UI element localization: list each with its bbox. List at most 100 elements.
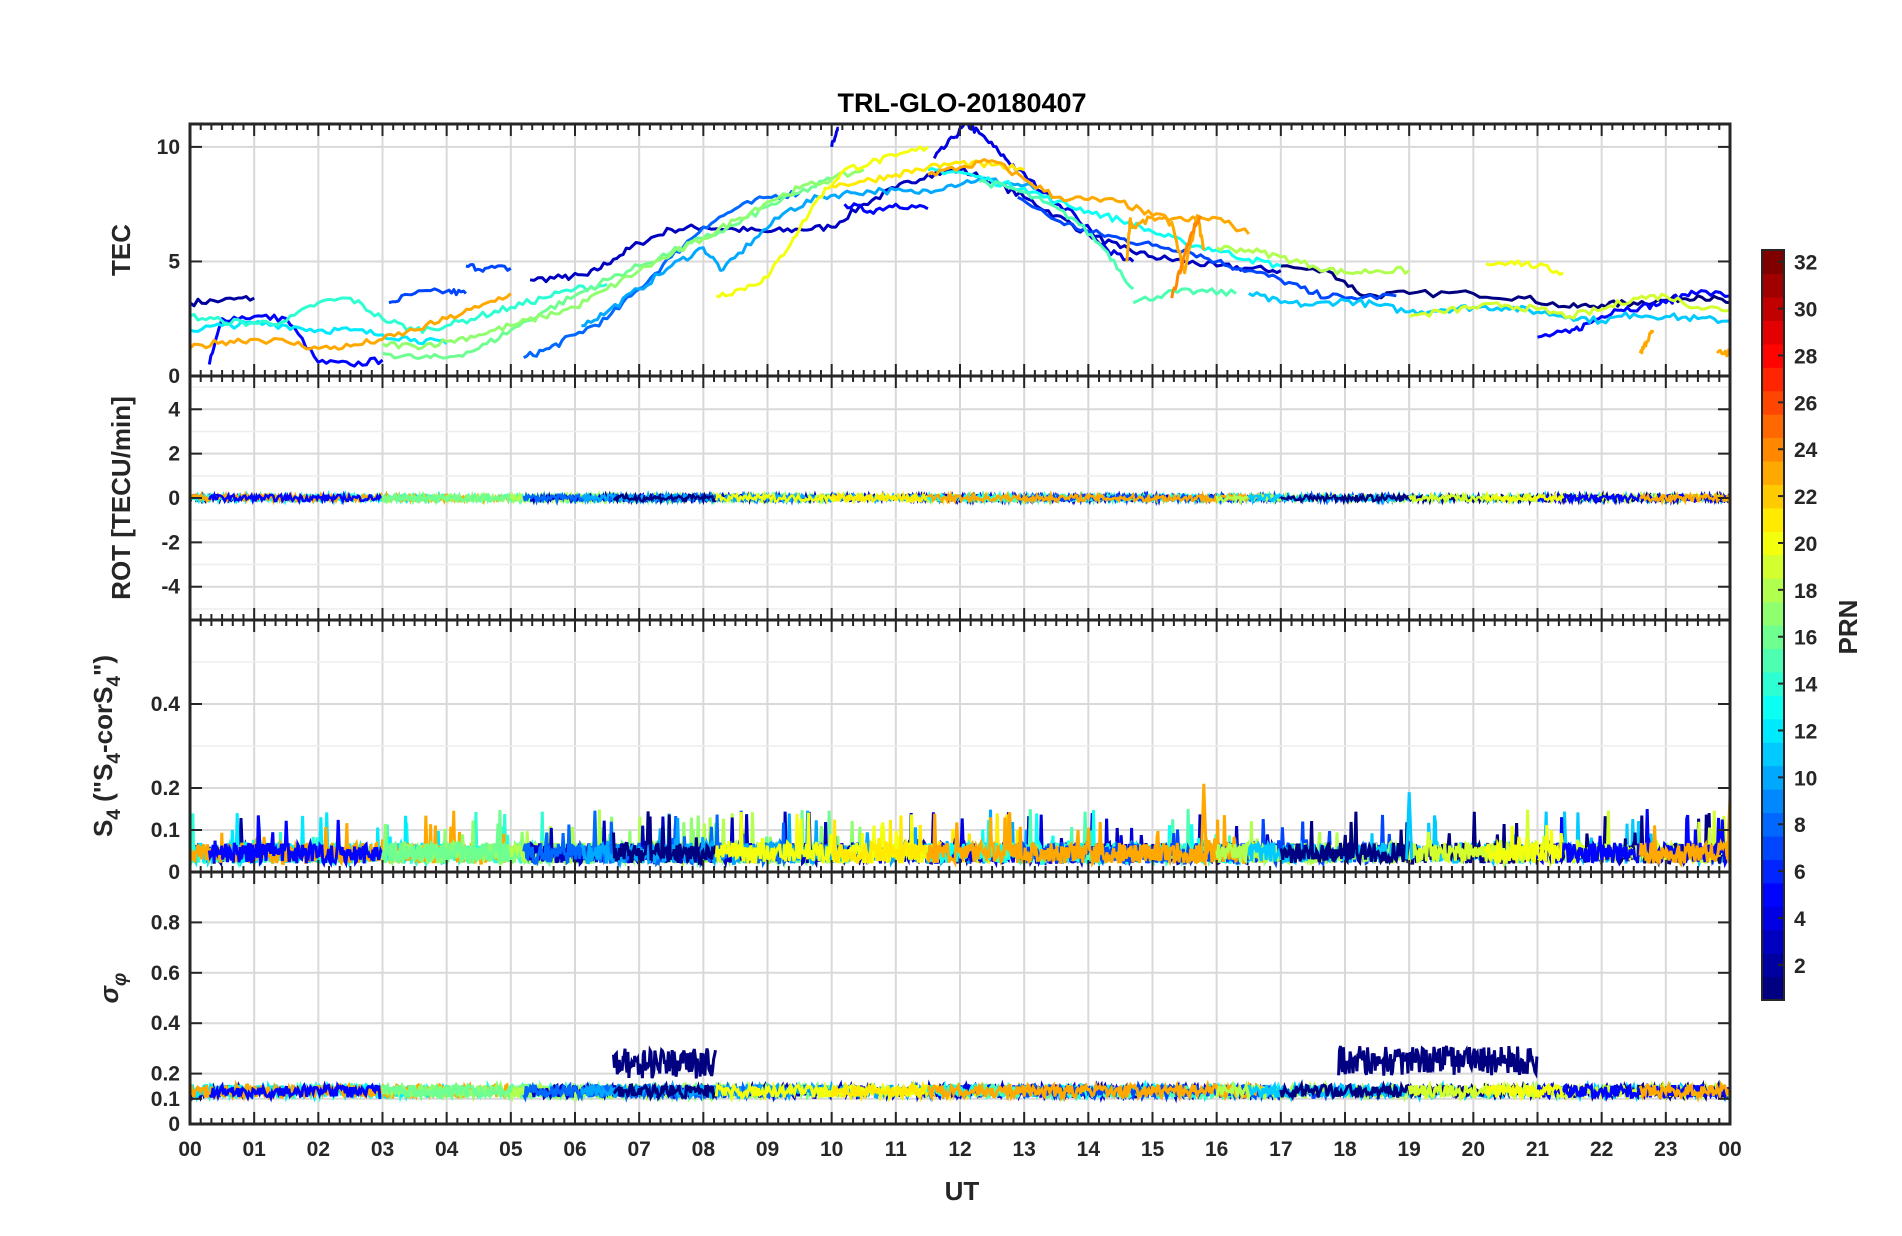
- colorbar-swatch: [1762, 531, 1784, 556]
- colorbar-tick-label: 16: [1794, 627, 1817, 650]
- colorbar-tick-label: 12: [1794, 720, 1817, 743]
- panel-tec: 0 5 10 TEC: [106, 122, 1732, 388]
- series-group: [190, 124, 1730, 368]
- colorbar-swatch: [1762, 765, 1784, 790]
- tec-series-prn-17: [381, 168, 865, 351]
- colorbar-swatch: [1762, 414, 1784, 439]
- tec-series-prn-5: [1537, 289, 1730, 339]
- colorbar-swatch: [1762, 484, 1784, 509]
- series-group: [190, 489, 1730, 507]
- x-tick-label: 19: [1397, 1138, 1420, 1161]
- chart-title: TRL-GLO-20180407: [837, 88, 1086, 118]
- y-tick-label: 0: [168, 1113, 180, 1136]
- rot-series-prn-23: [927, 489, 1270, 506]
- colorbar-tick-label: 32: [1794, 252, 1817, 275]
- tec-series-prn-16: [382, 176, 833, 360]
- x-tick-label: 12: [948, 1138, 971, 1161]
- y-tick-label: -2: [161, 531, 180, 554]
- rot-series-prn-23: [1639, 491, 1730, 506]
- x-axis-label: UT: [945, 1176, 980, 1206]
- y-axis-label-s4: S4 ("S4-corS4"): [88, 655, 125, 837]
- x-tick-label: 17: [1269, 1138, 1292, 1161]
- colorbar-swatch: [1762, 882, 1784, 907]
- x-tick-label: 05: [499, 1138, 523, 1161]
- colorbar-swatch: [1762, 296, 1784, 321]
- sigma-series-prn-5: [1536, 1082, 1730, 1102]
- sigma-series-prn-20: [1484, 1080, 1565, 1102]
- y-tick-label: 0.4: [151, 693, 181, 716]
- y-tick-label: 0.2: [151, 777, 180, 800]
- x-tick-label: 04: [435, 1138, 459, 1161]
- x-tick-label: 10: [820, 1138, 843, 1161]
- colorbar-swatch: [1762, 789, 1784, 814]
- colorbar-swatch: [1762, 835, 1784, 860]
- y-axis-label-sigma: σφ: [94, 973, 131, 1004]
- sigma-series-prn-1: [612, 1080, 718, 1102]
- colorbar-frame: [1761, 249, 1785, 1001]
- tec-series-prn-20: [1485, 259, 1564, 276]
- sigma-series-prn-23: [927, 1079, 1270, 1103]
- x-tick-label: 18: [1333, 1138, 1357, 1161]
- y-axis-label-part: "): [88, 655, 118, 676]
- y-axis-label-part: ("S: [88, 764, 118, 810]
- y-axis-label-part: 4: [104, 676, 125, 687]
- tec-series-prn-7: [388, 287, 467, 305]
- y-tick-label: 10: [157, 136, 180, 159]
- colorbar-tick-label: 18: [1794, 580, 1818, 603]
- y-axis-label-tec: TEC: [106, 224, 136, 276]
- tec-series-prn-14: [190, 282, 608, 334]
- colorbar-tick-label: 24: [1794, 439, 1818, 462]
- tec-series-prn-23: [190, 292, 512, 351]
- tec-series-prn-23: [1716, 348, 1730, 358]
- colorbar-swatch: [1762, 859, 1784, 884]
- colorbar-swatch: [1762, 671, 1784, 696]
- x-tick-label: 08: [692, 1138, 716, 1161]
- x-tick-label: 09: [756, 1138, 779, 1161]
- tec-series-prn-24: [1170, 214, 1202, 299]
- colorbar-swatch: [1762, 976, 1784, 1001]
- s4-series-prn-23: [1638, 825, 1730, 868]
- x-tick-label: 22: [1590, 1138, 1613, 1161]
- colorbar-tick-label: 4: [1794, 908, 1806, 931]
- tec-series-prn-20: [715, 145, 929, 299]
- y-tick-label: 5: [168, 250, 180, 273]
- rot-series-prn-20: [714, 490, 930, 505]
- y-tick-label: 0.6: [151, 962, 180, 985]
- colorbar-swatch: [1762, 812, 1784, 837]
- y-axis-label-part: S: [88, 820, 118, 837]
- tec-series-prn-21: [831, 159, 1025, 189]
- x-tick-label: 14: [1077, 1138, 1101, 1161]
- colorbar-swatch: [1762, 343, 1784, 368]
- tec-series-prn-15: [979, 179, 1135, 291]
- s4-peak-prn-23: [1725, 796, 1730, 860]
- x-tick-label: 00: [1718, 1138, 1741, 1161]
- colorbar-swatch: [1762, 390, 1784, 415]
- y-axis-label-rot: ROT [TECU/min]: [106, 396, 136, 600]
- y-tick-label: 0: [168, 365, 180, 388]
- sigma-enhanced-prn-1: [612, 1045, 717, 1079]
- colorbar-tick-label: 14: [1794, 674, 1818, 697]
- x-tick-label: 21: [1526, 1138, 1550, 1161]
- colorbar-swatch: [1762, 953, 1784, 978]
- tec-series-prn-23: [1638, 329, 1655, 355]
- x-tick-label: 11: [885, 1138, 908, 1161]
- tec-series-prn-12: [190, 319, 448, 346]
- y-tick-label: 0.8: [151, 911, 181, 934]
- x-tick-label: 16: [1205, 1138, 1228, 1161]
- tec-series-prn-18: [1215, 244, 1411, 276]
- y-tick-label: 0.2: [151, 1063, 180, 1086]
- rot-series-prn-1: [612, 491, 718, 506]
- y-axis-label-part: -corS: [88, 687, 118, 753]
- tec-series-prn-15: [1132, 287, 1237, 305]
- rot-series-prn-20: [1484, 490, 1565, 505]
- y-tick-label: 2: [168, 443, 180, 466]
- y-axis-label-part: 4: [104, 809, 125, 820]
- x-tick-label: 07: [627, 1138, 650, 1161]
- colorbar-swatch: [1762, 742, 1784, 767]
- x-tick-label: 01: [242, 1138, 266, 1161]
- y-tick-label: 0.1: [151, 819, 181, 842]
- colorbar-swatch: [1762, 718, 1784, 743]
- y-axis-label-part: σ: [94, 984, 124, 1003]
